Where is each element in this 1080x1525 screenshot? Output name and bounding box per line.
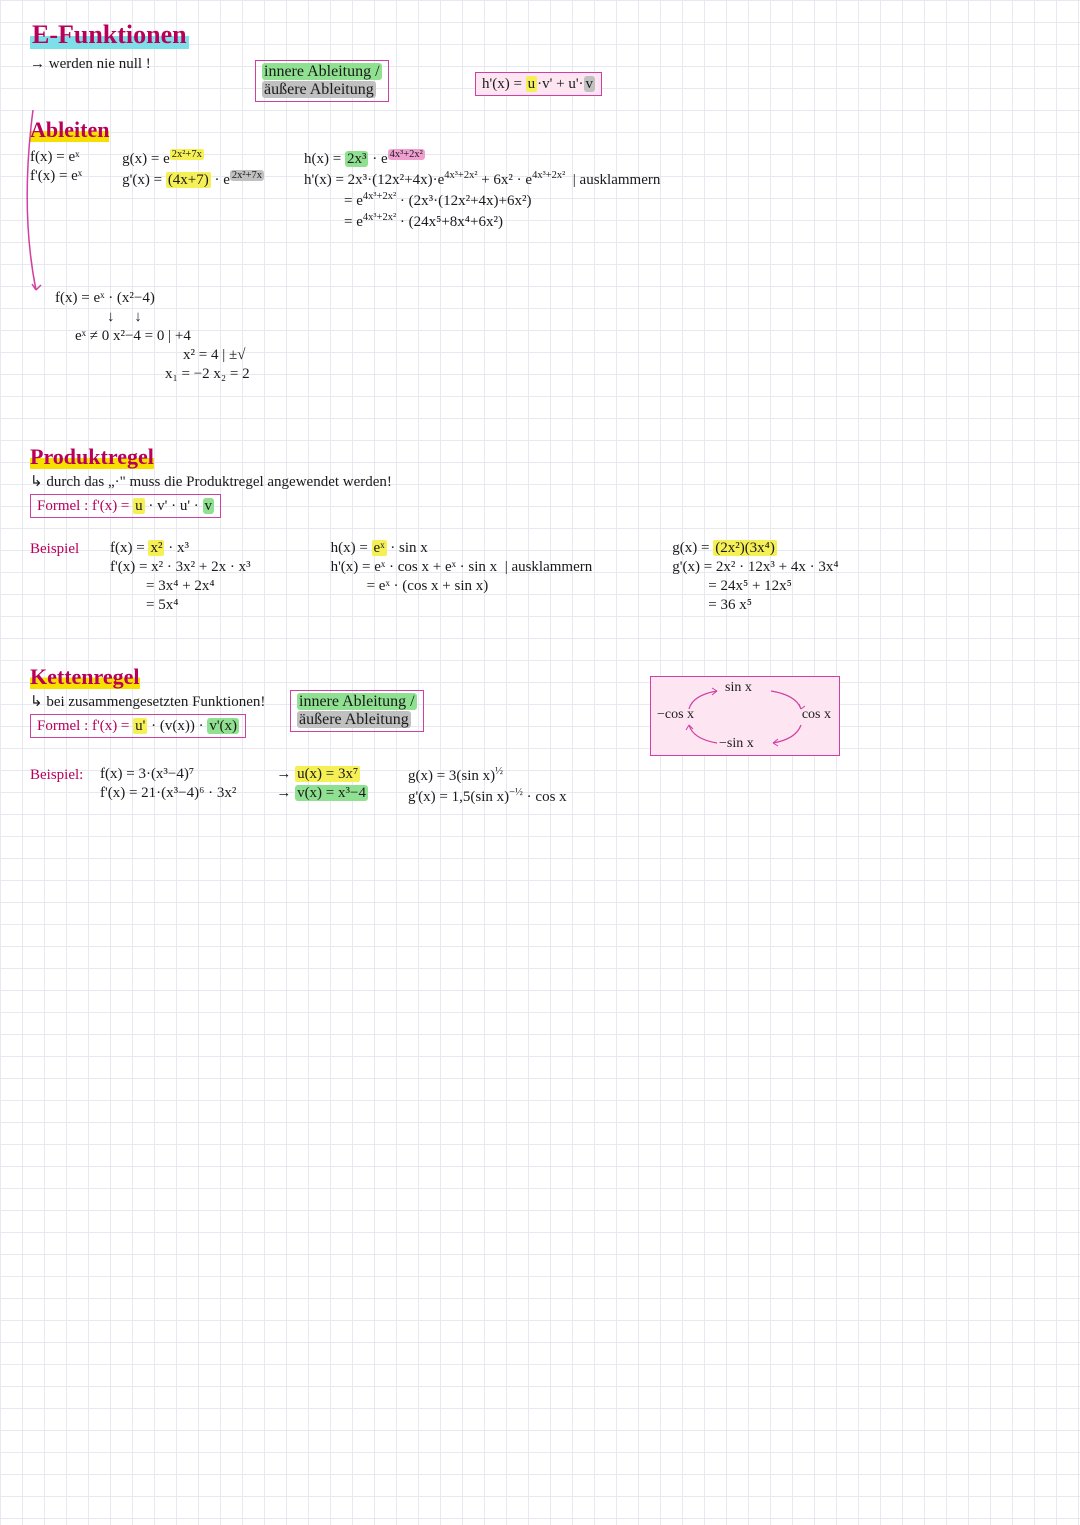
box-innere-1: innere Ableitung / [262,63,382,81]
h-equals: h(x) = 2x³ · e4x³+2x² [304,149,660,168]
box-aussere-1: äußere Ableitung [262,81,382,99]
zero-l2: x² = 4 | ±√ [55,347,250,364]
ketten-formula-label: Formel : f'(x) = [37,718,133,734]
box-innere-2: innere Ableitung / [297,693,417,711]
g-equals: g(x) = e2x²+7x [122,149,264,168]
zero-f: f(x) = eˣ · (x²−4) [55,290,250,307]
trig-derivative-box: sin x cos x −sin x −cos x [650,676,840,756]
ketten-ex1-uv: → u(x) = 3x⁷ → v(x) = x³−4 [276,766,368,802]
ketten-ex1: f(x) = 3·(x³−4)⁷ f'(x) = 21·(x³−4)⁶ · 3x… [100,766,236,802]
produkt-beispiel-label: Beispiel [30,541,79,557]
ableiten-col-h: h(x) = 2x³ · e4x³+2x² h'(x) = 2x³·(12x²+… [304,149,660,231]
zero-l3: x₁ = −2 x₂ = 2 [55,366,250,383]
produkt-ex2: h(x) = eˣ · sin x h'(x) = eˣ · cos x + e… [331,540,593,595]
ketten-beispiel-label: Beispiel: [30,767,83,783]
produkt-note: ↳ durch das „·" muss die Produktregel an… [30,472,392,491]
box-aussere-2: äußere Ableitung [297,711,417,729]
title-produktregel: Produktregel [30,444,154,470]
zero-arrows: ↓ ↓ [55,309,250,326]
title-e-funktionen: E-Funktionen [30,20,1050,50]
ketten-formula: u' · (v(x)) · v'(x) [133,718,239,734]
title-ableiten: Ableiten [30,117,1050,143]
ketten-note: ↳ bei zusammengesetzten Funktionen! [30,692,265,711]
gprime-equals: g'(x) = (4x+7) · e2x²+7x [122,170,264,189]
title-kettenregel: Kettenregel [30,664,140,690]
product-rule-formula: h'(x) = u·v' + u'·v [482,76,595,92]
hprime-line1: h'(x) = 2x³·(12x²+4x)·e4x³+2x² + 6x² · e… [304,170,660,189]
hprime-line2: = e4x³+2x² · (2x³·(12x²+4x)+6x²) [304,191,660,210]
ketten-ex2: g(x) = 3(sin x)½ g'(x) = 1,5(sin x)−½ · … [408,766,567,806]
produkt-formula-label: Formel : f'(x) = [37,498,133,514]
produkt-ex1: f(x) = x² · x³ f'(x) = x² · 3x² + 2x · x… [110,540,251,614]
hprime-line3: = e4x³+2x² · (24x⁵+8x⁴+6x²) [304,212,660,231]
arrow-to-zero [18,110,48,300]
zero-block: f(x) = eˣ · (x²−4) ↓ ↓ eˣ ≠ 0 x²−4 = 0 |… [55,290,250,383]
produkt-ex3: g(x) = (2x²)(3x⁴) g'(x) = 2x² · 12x³ + 4… [672,540,838,614]
zero-l1: eˣ ≠ 0 x²−4 = 0 | +4 [55,328,250,345]
ableiten-col-g: g(x) = e2x²+7x g'(x) = (4x+7) · e2x²+7x [122,149,264,189]
produkt-formula: u · v' · u' · v [133,498,214,514]
note-never-null: → werden nie null ! [30,56,1050,73]
